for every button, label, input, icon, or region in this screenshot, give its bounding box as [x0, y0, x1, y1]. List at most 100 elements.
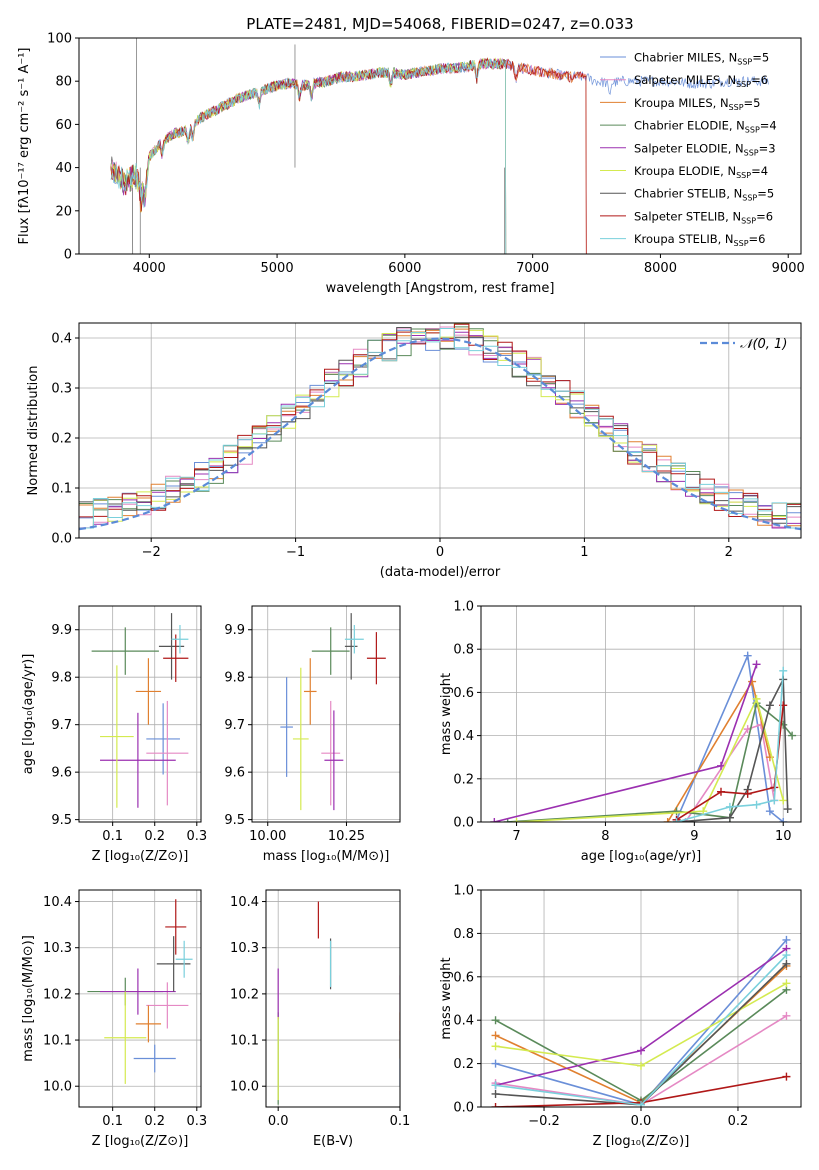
y-tick-label: 10.2 [43, 987, 72, 1002]
errorbar-point [91, 627, 159, 675]
errorbar-point [321, 700, 341, 806]
x-tick-label: 10.25 [328, 829, 365, 844]
y-tick-label: 0.1 [51, 482, 72, 497]
errorbar-point [175, 940, 193, 978]
y-tick-label: 40 [55, 161, 72, 176]
y-tick-label: 0.0 [51, 532, 72, 547]
errorbar-point [156, 936, 191, 992]
x-tick-label: 7000 [516, 261, 549, 276]
figure-title: PLATE=2481, MJD=54068, FIBERID=0247, z=0… [246, 15, 633, 33]
x-axis-label: Z [log₁₀(Z/Z⊙)] [593, 1134, 690, 1149]
y-tick-label: 10.2 [230, 987, 259, 1002]
spectrum-line [110, 57, 587, 254]
mass-weight-vs-z-chart: −0.2 0.0 0.2 0.0 0.2 0.4 0.6 0.8 1.0 Z [log₁₀(Z/Z… [439, 884, 802, 1149]
legend-label: Salpeter STELIB, NSSP=6 [634, 209, 773, 225]
y-tick-label: 100 [47, 32, 72, 47]
legend-label-sub: SSP [734, 239, 749, 248]
errorbar-point [165, 899, 187, 955]
x-axis-label: Z [log₁₀(Z/Z⊙)] [92, 1134, 189, 1149]
plot-area [490, 651, 797, 822]
y-tick-label: 0.0 [453, 1101, 474, 1116]
weight-marker [765, 701, 774, 710]
weight-marker [512, 818, 521, 822]
weight-marker [672, 807, 681, 816]
y-tick-label: 0.3 [51, 382, 72, 397]
axes-frame [78, 37, 802, 255]
x-tick-label: 4000 [133, 261, 166, 276]
weight-marker [490, 818, 499, 822]
plot-area [87, 899, 193, 1084]
legend-label-main: Chabrier ELODIE, N [634, 119, 745, 133]
histogram-chart: −2 −1 0 1 2 0.0 0.1 0.2 0.3 0.4 (data-model)/error… [26, 322, 802, 580]
legend-label-main: Salpeter MILES, N [634, 73, 736, 87]
x-tick-label: 1 [580, 545, 588, 560]
spectrum-line [110, 57, 587, 254]
legend-label: Salpeter MILES, NSSP=6 [634, 73, 768, 89]
y-tick-label: 60 [55, 118, 72, 133]
axes-frame [78, 605, 202, 823]
y-axis-label: Flux [fλ10⁻¹⁷ erg cm⁻² s⁻¹ A⁻¹] [17, 48, 32, 245]
weight-marker [743, 789, 752, 798]
y-tick-label: 0.8 [453, 643, 474, 658]
weight-marker [782, 959, 791, 968]
weight-marker [491, 1031, 500, 1040]
weight-marker [782, 979, 791, 988]
weight-marker [752, 660, 761, 669]
y-tick-label: 9.6 [51, 766, 72, 781]
x-axis-label: mass [log₁₀(M/M⊙)] [263, 849, 390, 864]
x-tick-label: 0.1 [390, 1114, 411, 1129]
y-tick-label: 0.0 [453, 816, 474, 831]
y-tick-label: 10.1 [230, 1034, 259, 1049]
errorbar-point [135, 1005, 162, 1043]
x-tick-label: 0.0 [631, 1114, 652, 1129]
y-tick-label: 0.2 [453, 1057, 474, 1072]
x-tick-label: 0.1 [102, 829, 123, 844]
y-tick-label: 0.8 [453, 927, 474, 942]
plot-area [491, 935, 791, 1107]
y-axis-label: age [log₁₀(age/yr)] [21, 654, 36, 775]
age-vs-mass-chart: 10.00 10.25 9.5 9.6 9.7 9.8 9.9 mass [log₁₀(M/M… [224, 605, 401, 864]
legend-label-main: Kroupa MILES, N [634, 96, 729, 110]
weight-marker [491, 1089, 500, 1098]
legend-label-main: Salpeter STELIB, N [634, 209, 741, 223]
x-axis-label: (data-model)/error [380, 565, 501, 580]
axes-frame [78, 889, 202, 1108]
weight-marker [743, 651, 752, 660]
weight-line [684, 723, 776, 822]
errorbar-point [303, 658, 317, 725]
legend-label: Chabrier MILES, NSSP=5 [634, 51, 769, 67]
legend-label: Chabrier ELODIE, NSSP=4 [634, 119, 777, 135]
axes-frame [265, 889, 401, 1108]
legend-label-count: =6 [756, 209, 773, 223]
legend-label-count: =6 [751, 73, 768, 87]
weight-marker [672, 818, 681, 822]
x-tick-label: 2 [725, 545, 733, 560]
x-tick-label: 5000 [261, 261, 294, 276]
errorbar-point [100, 712, 176, 808]
histogram-step [79, 328, 801, 529]
weight-line [675, 652, 784, 822]
y-tick-label: 9.9 [51, 623, 72, 638]
legend-label-sub: SSP [736, 171, 751, 180]
weight-marker [717, 761, 725, 770]
y-tick-label: 9.8 [51, 671, 72, 686]
errorbar-point [104, 991, 147, 1084]
legend-label-main: Chabrier MILES, N [634, 51, 737, 65]
y-tick-label: 9.8 [224, 671, 245, 686]
weight-marker [782, 1011, 791, 1020]
y-tick-label: 1.0 [453, 884, 474, 899]
x-tick-label: 6000 [388, 261, 421, 276]
legend-label: Kroupa ELODIE, NSSP=4 [634, 164, 768, 180]
y-tick-label: 10.0 [230, 1080, 259, 1095]
y-tick-label: 0.4 [51, 332, 72, 347]
legend-label-count: =4 [760, 119, 777, 133]
x-axis-label: E(B-V) [313, 1134, 353, 1149]
normal-curve [79, 337, 801, 531]
legend-label: Chabrier STELIB, NSSP=5 [634, 187, 774, 203]
weight-marker [752, 694, 761, 703]
legend-label: 𝒩(0, 1) [740, 337, 787, 352]
weight-marker [637, 1100, 645, 1107]
weight-marker [765, 807, 774, 816]
y-tick-label: 0.2 [51, 432, 72, 447]
